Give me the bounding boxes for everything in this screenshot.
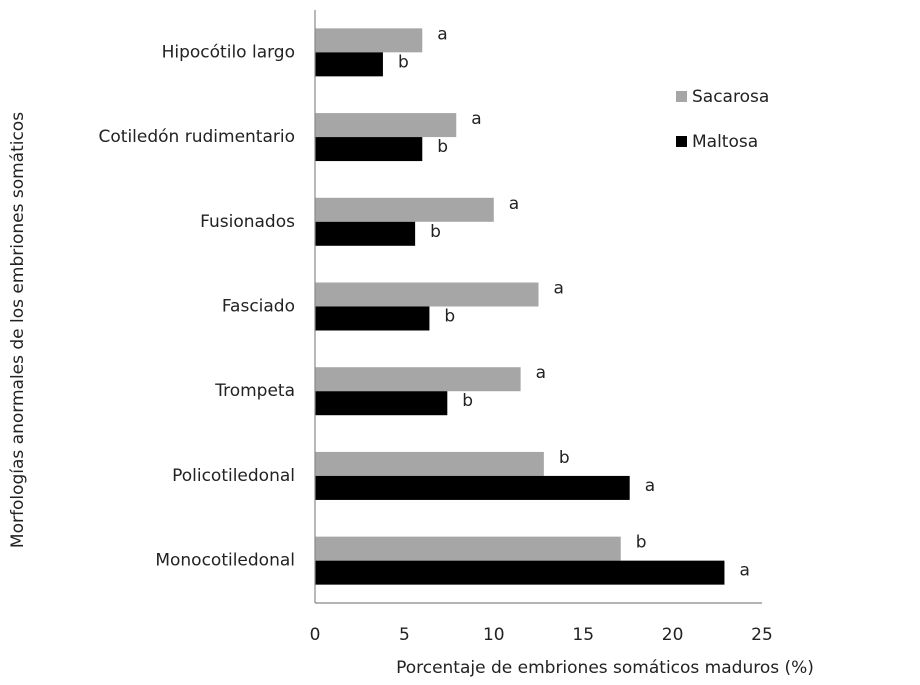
bar (315, 221, 416, 246)
significance-letter: b (430, 222, 441, 242)
legend-label: Sacarosa (692, 87, 769, 107)
y-tick-label: Hipocótilo largo (162, 42, 295, 62)
significance-letter: b (462, 391, 473, 411)
bar (315, 536, 621, 561)
significance-letter: b (398, 52, 409, 72)
x-tick-label: 5 (399, 625, 410, 645)
significance-letter: a (536, 363, 546, 383)
bar (315, 197, 494, 222)
y-tick-label: Monocotiledonal (155, 551, 295, 571)
bar (315, 560, 725, 585)
bar (315, 367, 521, 392)
significance-letter: a (739, 561, 749, 581)
y-tick-label: Fusionados (200, 212, 295, 232)
significance-letter: b (636, 533, 647, 553)
legend-swatch (676, 91, 687, 102)
bar (315, 137, 423, 162)
significance-letter: a (437, 24, 447, 44)
bar (315, 306, 430, 331)
bar (315, 113, 457, 138)
significance-letter: b (437, 137, 448, 157)
significance-letter: b (559, 448, 570, 468)
y-axis-label: Morfologías anormales de los embriones s… (8, 112, 28, 548)
bar (315, 475, 630, 500)
bar (315, 52, 383, 77)
x-axis-label: Porcentaje de embriones somáticos maduro… (396, 658, 814, 678)
y-tick-label: Trompeta (214, 381, 295, 401)
x-tick-label: 20 (662, 625, 684, 645)
x-tick-label: 15 (572, 625, 594, 645)
significance-letter: a (471, 109, 481, 129)
bar (315, 391, 448, 416)
bar (315, 451, 544, 476)
bar (315, 28, 423, 53)
x-tick-label: 0 (310, 625, 321, 645)
bar (315, 282, 539, 307)
significance-letter: a (509, 194, 519, 214)
significance-letter: b (444, 307, 455, 327)
y-tick-label: Fasciado (222, 297, 295, 317)
significance-letter: a (554, 279, 564, 299)
significance-letter: a (645, 476, 655, 496)
legend-swatch (676, 136, 687, 147)
y-tick-label: Cotiledón rudimentario (99, 127, 295, 147)
x-tick-label: 10 (483, 625, 505, 645)
y-tick-label: Policotiledonal (172, 466, 295, 486)
x-tick-label: 25 (751, 625, 773, 645)
legend-label: Maltosa (692, 132, 758, 152)
